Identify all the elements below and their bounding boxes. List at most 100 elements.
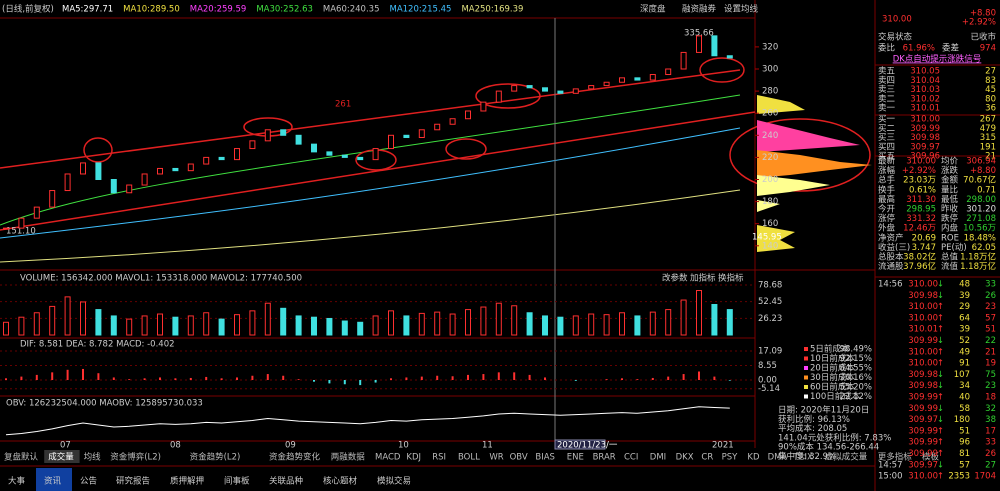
tick-count: 26 [985, 449, 996, 459]
bottom-tab[interactable]: 研究报告 [116, 476, 150, 487]
bottom-tab[interactable]: 资讯 [44, 476, 62, 487]
price-change: +8.80 [970, 9, 996, 19]
book-label: 买四 [878, 142, 895, 152]
indicator-tab[interactable]: DMI [650, 453, 666, 463]
header-button[interactable]: 深度盘 [640, 4, 666, 15]
indicator-tab[interactable]: KD [747, 453, 760, 463]
hand-note: 261 [335, 100, 351, 110]
volume-bar [357, 321, 364, 336]
indicator-tab[interactable]: BOLL [458, 453, 480, 463]
book-price: 310.05 [910, 67, 940, 77]
indicator-tab[interactable]: 资金趋势变化 [269, 452, 321, 463]
indicator-tab[interactable]: DMA [768, 453, 788, 463]
tick-volume: 40 [959, 393, 970, 403]
panel-button[interactable]: 加指标 [690, 273, 716, 284]
cost-swatch [804, 347, 808, 351]
tick-price: 309.99 [908, 426, 938, 436]
stat-value: 38.02亿 [903, 252, 936, 263]
indicator-tab[interactable]: MACD [375, 453, 401, 463]
indicator-tab[interactable]: KDJ [406, 453, 421, 463]
indicator-tab[interactable]: DKX [676, 453, 694, 463]
panel-button[interactable]: 改参数 [662, 273, 688, 284]
tab-selected [44, 450, 80, 463]
stat-value: 18.48% [964, 233, 996, 243]
x-tick-label: 08 [170, 441, 181, 451]
indicator-tab[interactable]: 资金趋势(L2) [190, 452, 241, 463]
indicator-tab[interactable]: CCI [624, 453, 638, 463]
cost-value: 22.12% [840, 392, 872, 402]
tick-volume: 81 [959, 449, 970, 459]
indicator-tab[interactable]: 两融数据 [331, 452, 366, 463]
tick-volume: 49 [959, 347, 970, 357]
price-tick-label: 140 [762, 241, 778, 251]
volume-bar [33, 312, 40, 336]
book-label: 卖二 [878, 94, 896, 104]
candle [465, 110, 471, 120]
book-price: 309.97 [910, 142, 940, 152]
indicator-tab[interactable]: BRAR [593, 453, 616, 463]
cost-label: 20日前成本 [810, 363, 855, 374]
indicator-tab[interactable]: WR [489, 453, 503, 463]
book-price: 310.04 [910, 76, 940, 86]
indicator-tab[interactable]: OBV [510, 453, 528, 463]
indicator-tab[interactable]: 虚拟成交量 [825, 452, 868, 463]
volume-bar [619, 312, 625, 336]
tick-price: 309.99 [908, 449, 938, 459]
candle [357, 156, 364, 161]
tick-count: 23 [985, 381, 996, 391]
stat-label: 昨收 [941, 204, 959, 215]
indicator-tab[interactable]: BIAS [535, 453, 555, 463]
stat-value: 301.20 [966, 205, 996, 215]
candle [449, 118, 456, 125]
volume-bar [542, 315, 548, 336]
book-label: 买一 [878, 115, 896, 125]
tick-dir: ↑ [937, 302, 944, 312]
stat-label: 最高 [878, 194, 895, 205]
candle [418, 129, 425, 139]
indicator-tab[interactable]: 成交量 [48, 452, 74, 463]
stat-label: 今开 [878, 204, 896, 215]
indicator-tab[interactable]: RSI [432, 453, 446, 463]
header-button[interactable]: 设置均线 [724, 4, 759, 15]
tick-price: 309.98 [908, 291, 938, 301]
volume-tick-label: 52.45 [758, 297, 782, 307]
bottom-tab[interactable]: 公告 [80, 476, 97, 487]
tick-dir: ↓ [937, 404, 944, 414]
indicator-tab[interactable]: PSY [722, 453, 739, 463]
indicator-tab[interactable]: CR [701, 453, 713, 463]
stat-value: 271.08 [966, 214, 996, 224]
tick-dir: ↓ [937, 291, 944, 301]
bottom-tab[interactable]: 大事 [8, 476, 26, 487]
indicator-tab[interactable]: 均线 [84, 452, 102, 463]
panel-button[interactable]: 换指标 [718, 273, 744, 284]
bottom-tab[interactable]: 质押解押 [170, 476, 204, 487]
signal-link[interactable]: DK点自动提示涨跌信号 [893, 54, 982, 65]
cost-value: 92.15% [840, 354, 872, 364]
volume-bar [572, 315, 579, 336]
bottom-tab[interactable]: 模拟交易 [377, 476, 411, 487]
book-volume: 27 [985, 67, 996, 77]
volume-bar [295, 315, 302, 336]
ma-legend: MA60:240.35 [323, 5, 380, 15]
x-tick-label: 2021 [712, 441, 734, 451]
tick-dir: ↑ [937, 393, 944, 403]
header-button[interactable]: 融资融券 [682, 4, 717, 15]
indicator-tab[interactable]: TRIX [792, 453, 813, 463]
volume-bar [511, 305, 518, 336]
indicator-tab[interactable]: 模板 [922, 452, 940, 463]
bottom-tab[interactable]: 关联品种 [269, 476, 303, 487]
tick-count: 19 [985, 359, 996, 369]
candle [511, 85, 518, 92]
volume-bar [603, 314, 610, 336]
bottom-tab[interactable]: 间事板 [224, 476, 250, 487]
bottom-tab[interactable]: 核心题材 [323, 476, 358, 487]
indicator-tab[interactable]: ENE [567, 453, 584, 463]
indicator-tab[interactable]: 更多指标 [878, 452, 913, 463]
tick-volume: 58 [959, 404, 970, 414]
tick-volume: 29 [959, 302, 970, 312]
indicator-tab[interactable]: 复盘默认 [4, 452, 39, 463]
tick-count: 32 [985, 404, 996, 414]
indicator-tab[interactable]: 资金博弈(L2) [110, 452, 161, 463]
cost-label: 5日前成本 [810, 344, 850, 355]
stat-label: 流通股 [878, 261, 904, 272]
